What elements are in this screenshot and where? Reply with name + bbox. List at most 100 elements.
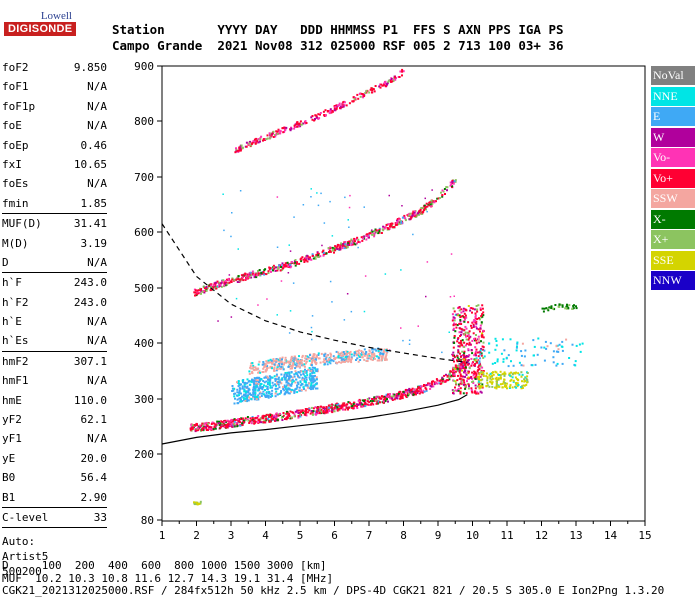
echo-point <box>288 332 291 334</box>
param-row: hmF2 307.1 <box>2 352 107 371</box>
echo-point <box>557 350 560 353</box>
echo-point <box>526 381 529 384</box>
echo-point <box>199 500 202 503</box>
echo-point <box>250 397 253 400</box>
echo-point <box>195 428 197 430</box>
echo-point <box>458 385 461 388</box>
echo-point <box>403 216 406 219</box>
echo-point <box>464 344 467 347</box>
echo-point <box>381 228 384 231</box>
echo-point <box>471 311 473 314</box>
echo-point <box>363 95 366 97</box>
echo-point <box>429 387 432 390</box>
echo-point <box>315 253 318 256</box>
echo-point <box>310 377 313 380</box>
echo-point <box>281 378 284 381</box>
echo-point <box>498 374 500 376</box>
echo-point <box>347 241 350 243</box>
echo-point <box>279 269 282 272</box>
echo-point <box>323 358 326 361</box>
y-tick-label: 200 <box>134 448 154 461</box>
echo-point <box>313 366 316 369</box>
echo-point <box>281 361 284 364</box>
echo-point <box>388 194 390 197</box>
echo-point <box>554 304 557 306</box>
echo-point <box>278 264 280 267</box>
echo-point <box>370 87 373 90</box>
echo-point <box>509 374 511 377</box>
echo-point <box>460 333 462 336</box>
echo-point <box>298 355 300 358</box>
echo-point <box>329 110 332 113</box>
echo-point <box>467 348 470 351</box>
echo-point <box>274 392 277 395</box>
echo-point <box>338 246 341 249</box>
echo-point <box>233 420 236 423</box>
echo-point <box>236 398 239 401</box>
echo-point <box>446 186 449 189</box>
echo-point <box>213 283 216 286</box>
echo-point <box>268 266 271 269</box>
echo-point <box>480 340 482 343</box>
echo-point <box>385 352 388 354</box>
echo-point <box>252 395 255 398</box>
echo-point <box>453 342 456 344</box>
echo-point <box>267 417 270 420</box>
echo-point <box>469 343 472 346</box>
echo-point <box>481 383 484 386</box>
echo-point <box>305 360 308 363</box>
echo-point <box>366 356 369 359</box>
echo-point <box>214 281 217 284</box>
echo-point <box>439 379 442 382</box>
echo-point <box>245 391 247 394</box>
echo-point <box>246 418 249 421</box>
param-label: h`E <box>2 315 22 329</box>
echo-point <box>451 313 454 316</box>
echo-point <box>202 424 205 427</box>
param-value: 243.0 <box>73 276 107 290</box>
echo-point <box>341 102 344 105</box>
echo-point <box>247 391 250 394</box>
param-value: N/A <box>87 374 107 388</box>
echo-point <box>352 96 355 99</box>
echo-point <box>247 389 250 392</box>
echo-point <box>375 396 378 399</box>
echo-point <box>453 370 456 373</box>
echo-point <box>235 297 238 300</box>
echo-point <box>417 211 420 214</box>
echo-point <box>295 378 298 381</box>
echo-point <box>277 378 280 381</box>
echo-point <box>201 424 204 427</box>
echo-point <box>420 391 423 394</box>
echo-point <box>453 319 456 322</box>
echo-point <box>274 419 276 422</box>
footer-distance-row: D 100 200 400 600 800 1000 1500 3000 [km… <box>2 559 327 572</box>
echo-point <box>457 345 460 348</box>
echo-point <box>459 316 462 319</box>
echo-point <box>267 381 270 384</box>
echo-point <box>288 374 291 377</box>
echo-point <box>302 411 305 414</box>
echo-point <box>288 361 291 364</box>
echo-point <box>566 303 568 306</box>
echo-point <box>480 354 483 357</box>
echo-point <box>302 258 305 261</box>
echo-point <box>389 397 392 400</box>
echo-point <box>481 345 484 348</box>
param-value: 3.19 <box>80 236 108 250</box>
echo-point <box>285 418 288 421</box>
echo-point <box>258 381 260 383</box>
echo-point <box>366 233 369 236</box>
echo-point <box>322 406 325 409</box>
echo-point <box>411 387 414 390</box>
echo-point <box>339 356 342 359</box>
echo-point <box>311 315 314 317</box>
echo-point <box>298 386 301 389</box>
echo-point <box>452 367 455 370</box>
echo-point <box>460 375 463 378</box>
echo-point <box>375 349 378 352</box>
echo-point <box>456 356 459 359</box>
echo-point <box>255 368 258 371</box>
echo-point <box>480 352 483 355</box>
echo-point <box>419 387 422 390</box>
